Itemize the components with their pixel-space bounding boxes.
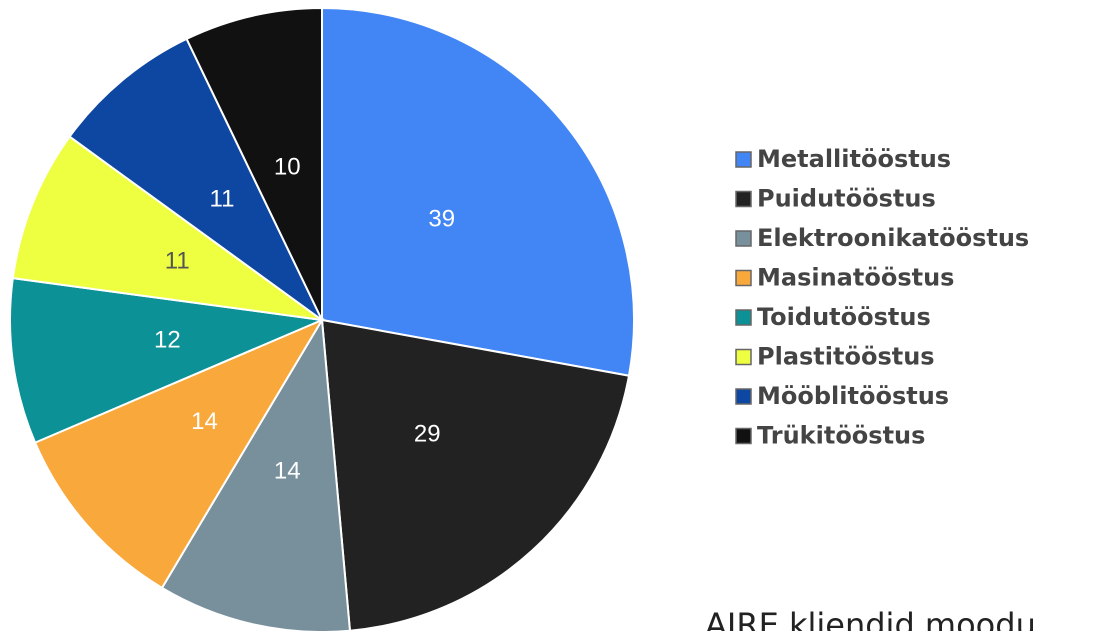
legend-swatch (735, 348, 752, 366)
slice-label: 12 (154, 326, 181, 353)
legend-swatch (735, 230, 752, 247)
legend-label: Metallitööstus (757, 145, 951, 173)
slice (160, 316, 351, 631)
slice-label: 14 (191, 408, 218, 435)
legend-label: Masinatööstus (757, 264, 954, 292)
slice (68, 37, 323, 321)
slice (11, 135, 323, 321)
slice-label: 10 (274, 153, 301, 180)
slice (33, 317, 325, 590)
legend-swatch (735, 190, 752, 208)
legend-label: Mööblitööstus (757, 382, 949, 410)
slice-label: 39 (428, 205, 455, 232)
legend-label: Toidutööstus (757, 303, 931, 331)
legend-label: Plastitööstus (757, 343, 935, 371)
caption: AIRE kliendid moodu (705, 606, 1036, 631)
legend-swatch (735, 151, 752, 168)
legend-label: Trükitööstus (757, 422, 925, 450)
legend-swatch (735, 269, 752, 287)
slice-label: 11 (210, 186, 235, 213)
slice-label: 11 (165, 247, 190, 274)
legend-label: Elektroonikatööstus (757, 224, 1029, 252)
slice (185, 6, 323, 321)
slice (9, 276, 326, 444)
slice-label: 14 (274, 457, 301, 484)
legend-label: Puidutööstus (757, 185, 936, 213)
slice (320, 318, 631, 631)
legend-swatch (735, 388, 752, 405)
legend-swatch (735, 309, 752, 326)
slice (321, 6, 635, 377)
slice-label: 29 (414, 420, 441, 447)
legend-swatch (735, 427, 752, 445)
